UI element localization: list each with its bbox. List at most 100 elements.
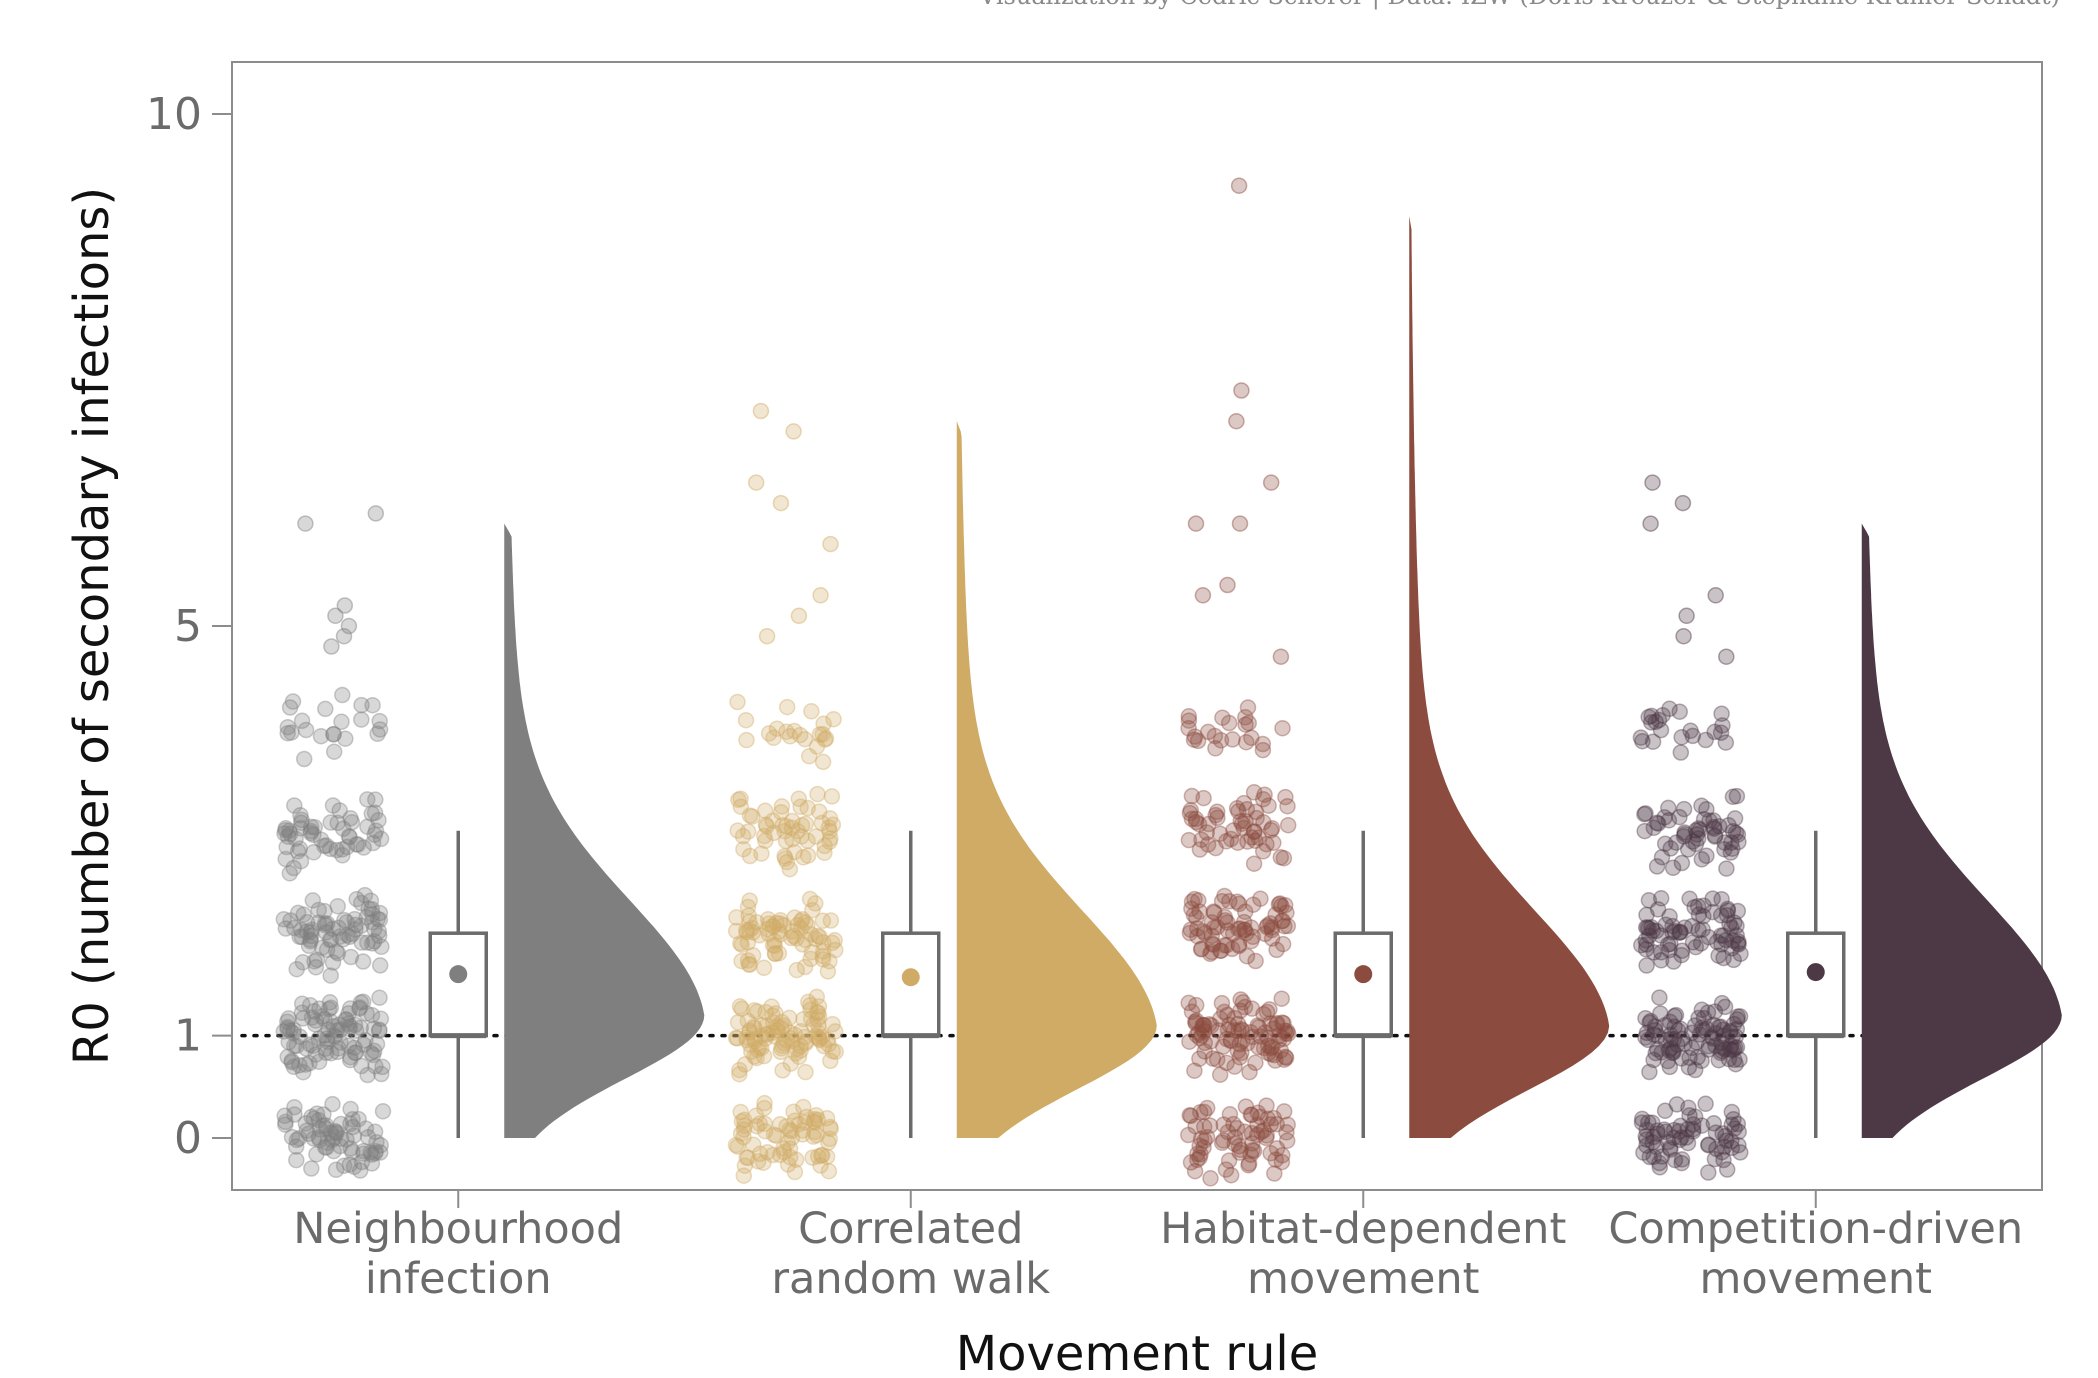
data-point <box>1201 1016 1218 1033</box>
data-point <box>765 1126 783 1144</box>
data-point <box>1721 1023 1739 1041</box>
data-point <box>797 1063 814 1081</box>
data-point <box>1278 904 1295 921</box>
data-point <box>1688 826 1706 843</box>
data-point <box>799 916 816 934</box>
data-point <box>1256 925 1274 943</box>
caption: Visualization by Cédric Scherer | Data: … <box>978 0 2060 11</box>
data-point <box>1233 1044 1250 1062</box>
data-point <box>1731 1051 1748 1068</box>
data-point <box>1716 1138 1733 1155</box>
data-point <box>1712 1018 1730 1035</box>
data-point <box>807 895 824 912</box>
data-point <box>1192 1103 1209 1121</box>
data-point <box>330 1040 347 1057</box>
data-point <box>727 1029 745 1047</box>
data-point <box>341 829 358 846</box>
data-point <box>739 934 757 951</box>
data-point <box>770 945 788 962</box>
outlier-point <box>1228 412 1245 430</box>
data-point <box>1703 1028 1720 1046</box>
data-point <box>292 814 310 832</box>
data-point <box>1664 1042 1682 1059</box>
data-point <box>295 750 313 768</box>
data-point <box>799 799 816 817</box>
data-point <box>1644 922 1662 939</box>
data-point <box>1188 1012 1205 1029</box>
data-point <box>1209 809 1226 827</box>
outlier-point <box>1219 576 1236 594</box>
data-point <box>753 1016 771 1034</box>
data-point <box>1715 949 1732 967</box>
data-point <box>741 1036 759 1053</box>
data-point <box>305 826 322 844</box>
data-point <box>306 953 323 970</box>
data-point <box>329 814 346 832</box>
data-point <box>1231 1144 1248 1161</box>
data-point <box>1634 732 1651 750</box>
data-point <box>1262 915 1279 932</box>
data-point <box>303 1160 320 1177</box>
data-point <box>278 838 295 856</box>
data-point <box>1274 1147 1291 1164</box>
outlier-point <box>747 474 765 491</box>
data-point <box>297 721 315 739</box>
data-point <box>373 1065 390 1083</box>
data-point <box>1672 744 1690 761</box>
data-point <box>317 1040 334 1057</box>
data-point <box>772 926 789 943</box>
data-point <box>1649 815 1667 832</box>
data-point <box>332 1034 349 1051</box>
data-point <box>794 1122 811 1139</box>
data-point <box>740 956 758 973</box>
data-point <box>1644 1134 1662 1151</box>
data-point <box>318 1120 335 1138</box>
data-point <box>369 910 386 928</box>
data-point <box>776 848 793 865</box>
x-tick-label-line2: random walk <box>771 1254 1050 1304</box>
data-point <box>1187 810 1205 828</box>
data-point <box>1188 1026 1206 1044</box>
data-point <box>810 998 828 1015</box>
x-tick-label-line2: movement <box>1247 1254 1480 1304</box>
data-point <box>756 1099 773 1117</box>
outlier-point <box>1674 494 1692 512</box>
data-point <box>322 1012 339 1030</box>
data-point <box>1204 935 1221 952</box>
data-point <box>1258 1003 1276 1021</box>
data-point <box>1637 1009 1654 1027</box>
data-point <box>1701 812 1718 829</box>
data-point <box>341 1000 359 1017</box>
data-point <box>1195 789 1212 807</box>
data-point <box>298 1122 315 1139</box>
data-point <box>824 816 842 834</box>
data-point <box>796 958 814 976</box>
outlier-point <box>785 423 802 440</box>
data-point <box>1671 923 1689 941</box>
data-point <box>1242 1024 1259 1041</box>
data-point <box>342 1100 359 1118</box>
data-point <box>1689 830 1707 847</box>
data-point <box>1700 928 1718 946</box>
data-point <box>775 1034 793 1052</box>
data-point <box>1637 931 1655 949</box>
data-point <box>277 820 295 837</box>
data-point <box>1217 1161 1235 1178</box>
data-point <box>308 1105 326 1122</box>
data-point <box>1201 1117 1219 1134</box>
data-point <box>288 960 305 978</box>
data-point <box>1230 1022 1247 1040</box>
data-point <box>802 925 820 943</box>
data-point <box>1218 1030 1235 1048</box>
data-point <box>1218 833 1235 850</box>
data-point <box>366 804 384 822</box>
data-point <box>773 798 791 815</box>
data-point <box>328 1022 346 1039</box>
data-point <box>1704 903 1721 921</box>
data-point <box>282 912 299 929</box>
data-point <box>1732 1144 1749 1161</box>
data-point <box>306 819 324 836</box>
data-point <box>1662 935 1679 953</box>
data-point <box>327 1125 344 1142</box>
data-point <box>295 906 312 923</box>
